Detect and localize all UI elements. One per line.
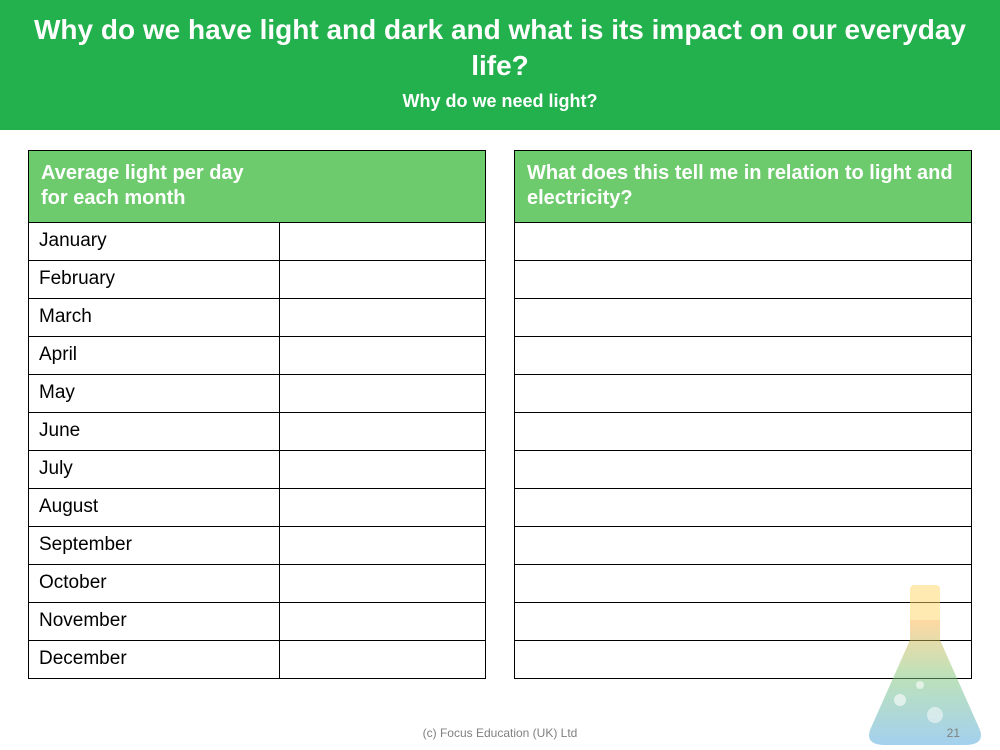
table-row: April: [29, 336, 486, 374]
header-banner: Why do we have light and dark and what i…: [0, 0, 1000, 130]
note-cell[interactable]: [515, 412, 972, 450]
month-cell: January: [29, 222, 280, 260]
month-cell: February: [29, 260, 280, 298]
table-row: [515, 298, 972, 336]
left-panel: Average light per day for each month Jan…: [28, 150, 486, 679]
table-row: [515, 526, 972, 564]
page-subtitle: Why do we need light?: [30, 91, 970, 112]
table-row: January: [29, 222, 486, 260]
note-cell[interactable]: [515, 488, 972, 526]
table-row: August: [29, 488, 486, 526]
right-panel: What does this tell me in relation to li…: [514, 150, 972, 679]
table-row: [515, 336, 972, 374]
month-cell: March: [29, 298, 280, 336]
month-cell: August: [29, 488, 280, 526]
table-row: [515, 222, 972, 260]
months-table-header: Average light per day for each month: [29, 150, 280, 222]
page-number: 21: [947, 726, 960, 740]
value-cell[interactable]: [280, 412, 486, 450]
note-cell[interactable]: [515, 564, 972, 602]
month-cell: June: [29, 412, 280, 450]
table-row: [515, 450, 972, 488]
month-cell: May: [29, 374, 280, 412]
table-row: [515, 564, 972, 602]
month-cell: July: [29, 450, 280, 488]
footer-copyright: (c) Focus Education (UK) Ltd: [0, 726, 1000, 740]
notes-table-header: What does this tell me in relation to li…: [515, 150, 972, 222]
note-cell[interactable]: [515, 222, 972, 260]
table-row: March: [29, 298, 486, 336]
value-cell[interactable]: [280, 222, 486, 260]
notes-table: What does this tell me in relation to li…: [514, 150, 972, 679]
value-cell[interactable]: [280, 602, 486, 640]
value-cell[interactable]: [280, 374, 486, 412]
month-cell: December: [29, 640, 280, 678]
value-cell[interactable]: [280, 488, 486, 526]
note-cell[interactable]: [515, 640, 972, 678]
table-row: October: [29, 564, 486, 602]
content-area: Average light per day for each month Jan…: [0, 130, 1000, 679]
table-row: July: [29, 450, 486, 488]
month-cell: April: [29, 336, 280, 374]
value-cell[interactable]: [280, 526, 486, 564]
table-row: February: [29, 260, 486, 298]
month-cell: November: [29, 602, 280, 640]
value-cell[interactable]: [280, 450, 486, 488]
table-row: [515, 260, 972, 298]
table-row: [515, 602, 972, 640]
value-cell[interactable]: [280, 564, 486, 602]
table-row: [515, 640, 972, 678]
month-cell: September: [29, 526, 280, 564]
table-row: June: [29, 412, 486, 450]
note-cell[interactable]: [515, 336, 972, 374]
value-cell[interactable]: [280, 640, 486, 678]
months-table: Average light per day for each month Jan…: [28, 150, 486, 679]
table-row: September: [29, 526, 486, 564]
table-row: May: [29, 374, 486, 412]
table-row: November: [29, 602, 486, 640]
table-row: [515, 488, 972, 526]
month-cell: October: [29, 564, 280, 602]
months-table-header-spacer: [280, 150, 486, 222]
page-title: Why do we have light and dark and what i…: [30, 12, 970, 85]
value-cell[interactable]: [280, 336, 486, 374]
value-cell[interactable]: [280, 260, 486, 298]
note-cell[interactable]: [515, 298, 972, 336]
table-row: [515, 374, 972, 412]
note-cell[interactable]: [515, 602, 972, 640]
value-cell[interactable]: [280, 298, 486, 336]
note-cell[interactable]: [515, 450, 972, 488]
table-row: [515, 412, 972, 450]
note-cell[interactable]: [515, 526, 972, 564]
note-cell[interactable]: [515, 374, 972, 412]
table-row: December: [29, 640, 486, 678]
note-cell[interactable]: [515, 260, 972, 298]
